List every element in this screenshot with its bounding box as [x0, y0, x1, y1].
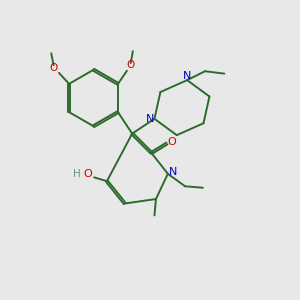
Text: N: N: [183, 71, 191, 81]
Text: O: O: [127, 60, 135, 70]
Text: O: O: [50, 63, 58, 73]
Text: O: O: [83, 169, 92, 179]
Text: N: N: [146, 114, 154, 124]
Text: N: N: [169, 167, 177, 177]
Text: H: H: [73, 169, 81, 179]
Text: O: O: [168, 137, 176, 147]
